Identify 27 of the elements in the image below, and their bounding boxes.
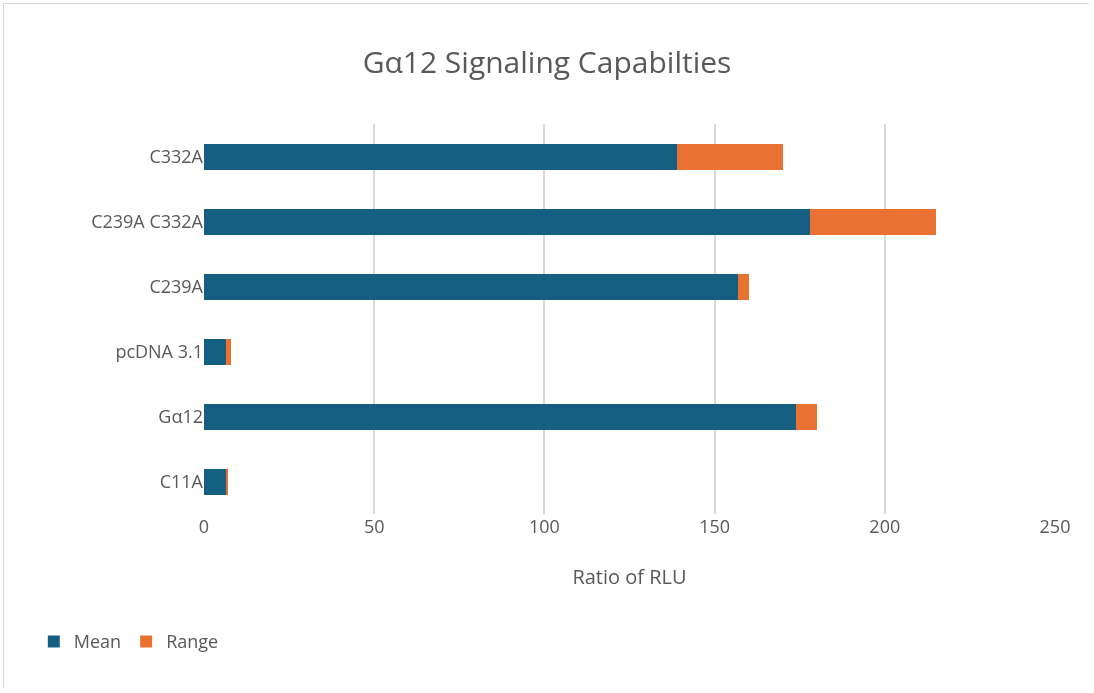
bar [226, 338, 232, 365]
bar [204, 273, 739, 300]
legend-label: Mean [73, 629, 122, 654]
y-tick-label: C332A [149, 143, 204, 168]
y-tick-label: C239A C332A [91, 208, 204, 233]
legend-label: Range [166, 629, 219, 654]
bar [204, 403, 797, 430]
x-tick-label: 150 [699, 514, 731, 538]
x-tick-label: 250 [1039, 514, 1071, 538]
bar [738, 273, 749, 300]
bar [809, 208, 936, 235]
x-tick-label: 200 [869, 514, 901, 538]
x-tick-label: 50 [363, 514, 385, 538]
x-tick-label: 0 [198, 514, 210, 538]
y-tick-label: C11A [159, 468, 204, 493]
bar [204, 338, 227, 365]
chart-title: Gα12 Signaling Capabilties [362, 40, 732, 82]
bar [677, 143, 783, 170]
bar [204, 143, 678, 170]
bar [204, 208, 810, 235]
x-axis-title: Ratio of RLU [572, 563, 687, 590]
y-tick-label: pcDNA 3.1 [115, 338, 203, 363]
x-tick-label: 100 [528, 514, 560, 538]
bar [204, 468, 227, 495]
y-tick-label: C239A [149, 273, 204, 298]
bar [796, 403, 817, 430]
y-tick-label: Gα12 [158, 403, 203, 428]
